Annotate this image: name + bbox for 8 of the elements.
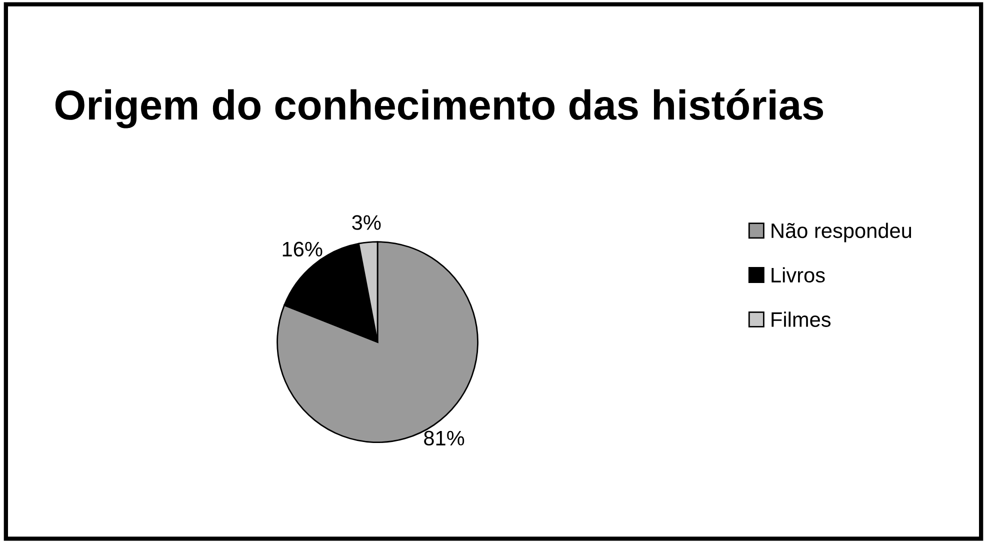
legend-label: Livros <box>772 267 825 283</box>
chart-title: Origem do conhecimento das histórias <box>55 88 824 128</box>
pie-slice <box>276 241 478 444</box>
data-label: 16% <box>282 242 322 257</box>
data-label: 81% <box>424 430 464 446</box>
legend-label: Filmes <box>772 312 831 327</box>
legend-label: Não respondeu <box>772 222 912 242</box>
data-label: 3% <box>352 215 381 230</box>
